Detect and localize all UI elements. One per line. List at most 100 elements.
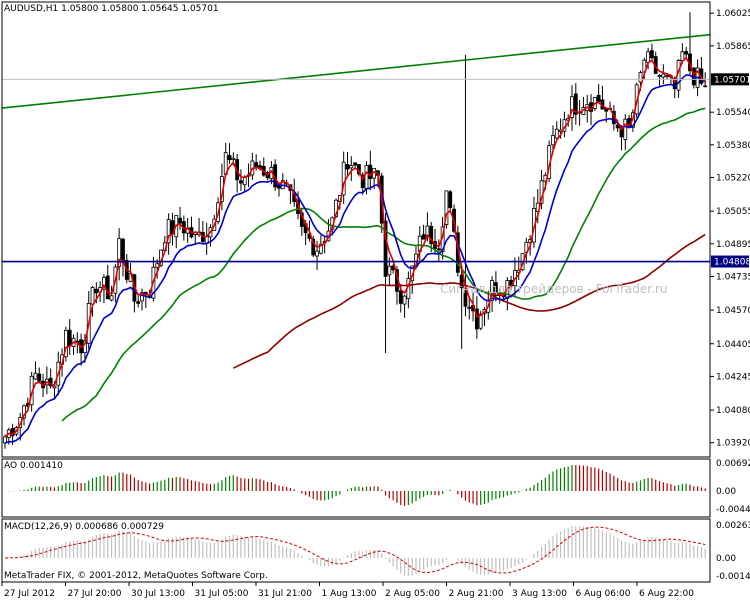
price-tick-label: 1.04245 [716,372,750,382]
candle-body [368,164,373,179]
horizontal-line-label: 1.04808 [714,258,750,268]
candle-body [341,161,346,196]
time-tick-label: 31 Jul 05:00 [195,589,249,599]
price-tick-label: 1.05540 [716,108,750,118]
ao-tick-label: 0.00 [716,487,736,497]
time-tick-label: 6 Aug 22:00 [639,589,694,599]
ma-mid-line [4,74,706,444]
macd-title: MACD(12,26,9) 0.000686 0.000729 [4,522,164,532]
price-tick-label: 1.03920 [716,439,750,449]
candle-body [459,274,464,289]
ao-pane[interactable] [8,465,706,506]
ao-frame [1,458,711,518]
main-frame [1,1,711,458]
candle-body [52,385,57,389]
price-tick-label: 1.04570 [716,306,750,316]
ao-tick-label: -0.004477 [716,505,750,515]
candle-body [436,248,441,251]
candle-body [360,174,365,188]
current-price-label: 1.05701 [714,75,750,85]
candle-body [117,238,122,267]
candle-body [63,329,68,358]
chart-title: AUDUSD,H1 1.05800 1.05800 1.05645 1.0570… [4,4,219,14]
watermark: Сигнал для трейдеров - ForTrader.ru [440,282,668,296]
candle-body [242,177,247,186]
candle-body [478,313,483,329]
candle-body [364,165,369,189]
macd-tick-label: 0.002633 [716,521,750,531]
candle-body [680,51,685,61]
candle-body [383,220,388,277]
candle-body [573,93,578,115]
price-pane[interactable] [1,12,711,449]
time-tick-label: 1 Aug 13:00 [322,589,377,599]
candle-body [657,75,662,77]
candle-body [345,164,350,170]
macd-tick-label: 0.00 [716,554,736,564]
candle-body [94,288,99,294]
candles [3,12,708,449]
candle-body [467,306,472,309]
candle-body [646,51,651,63]
candle-body [490,280,494,301]
candle-body [493,282,498,296]
time-tick-label: 27 Jul 2012 [4,589,55,599]
price-tick-label: 1.05055 [716,207,750,217]
time-tick-label: 2 Aug 21:00 [449,589,504,599]
candle-body [33,372,38,380]
candle-body [22,405,26,419]
time-tick-label: 6 Aug 06:00 [576,589,631,599]
macd-frame [1,518,711,583]
ma-slow-line [61,107,706,422]
candle-body [166,219,171,244]
price-tick-label: 1.04405 [716,340,750,350]
macd-tick-label: -0.00147 [716,572,750,582]
ma-fast-line [4,56,706,438]
price-tick-label: 1.05865 [716,42,750,52]
candle-body [311,238,316,256]
ao-title: AO 0.001410 [4,461,63,471]
candle-body [105,275,110,300]
price-tick-label: 1.04895 [716,240,750,250]
candle-body [474,308,479,330]
candle-body [387,265,392,276]
candle-body [254,162,259,167]
price-tick-label: 1.05380 [716,141,750,151]
price-tick-label: 1.04735 [716,272,750,282]
candle-body [551,135,555,146]
current-price-label-bg [711,73,749,86]
candle-body [353,162,357,166]
trend-line [1,33,711,109]
candle-body [448,191,453,209]
candle-body [596,94,601,102]
candle-body [231,157,236,160]
candle-body [398,290,403,304]
candle-body [90,286,95,305]
time-tick-label: 27 Jul 20:00 [68,589,122,599]
candle-body [121,238,125,263]
candle-body [67,329,72,346]
ao-tick-label: 0.006926 [716,459,750,469]
candle-body [554,128,559,139]
candle-body [315,250,319,257]
ma-long-line [232,233,706,369]
candle-body [638,72,643,83]
time-tick-label: 31 Jul 21:00 [258,589,312,599]
candle-body [109,295,114,301]
candle-body [444,190,449,225]
candle-body [227,155,232,160]
price-tick-label: 1.04080 [716,406,750,416]
candle-body [239,180,243,184]
time-tick-label: 30 Jul 13:00 [131,589,185,599]
price-tick-label: 1.06025 [716,9,750,19]
candle-body [178,217,182,224]
candle-body [429,225,434,245]
macd-pane[interactable] [4,526,706,577]
candle-body [155,263,160,268]
candle-body [703,85,708,88]
candle-body [102,277,106,290]
candle-body [661,73,666,78]
candle-body [570,96,574,118]
